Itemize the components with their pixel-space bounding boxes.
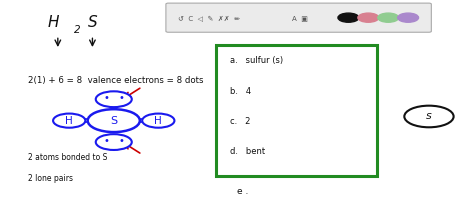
Text: ↺  C  ◁  ✎  ✗✗  ✏: ↺ C ◁ ✎ ✗✗ ✏ <box>178 15 240 21</box>
Text: c.   2: c. 2 <box>230 117 250 126</box>
Circle shape <box>338 13 359 22</box>
Text: 2(1) + 6 = 8  valence electrons = 8 dots: 2(1) + 6 = 8 valence electrons = 8 dots <box>28 76 204 85</box>
Circle shape <box>53 114 85 128</box>
Text: •: • <box>118 136 124 146</box>
FancyBboxPatch shape <box>216 45 377 176</box>
Text: 2 lone pairs: 2 lone pairs <box>28 174 73 183</box>
Text: A  ▣: A ▣ <box>292 15 307 21</box>
Text: b.   4: b. 4 <box>230 87 251 95</box>
Text: •: • <box>103 136 109 146</box>
Circle shape <box>96 91 132 107</box>
Circle shape <box>398 13 419 22</box>
Text: H: H <box>47 15 59 30</box>
Text: a.   sulfur (s): a. sulfur (s) <box>230 56 283 65</box>
Circle shape <box>142 114 174 128</box>
Circle shape <box>378 13 399 22</box>
Text: •: • <box>103 93 109 103</box>
Text: s: s <box>426 111 432 121</box>
Text: H: H <box>155 116 162 126</box>
Text: H: H <box>65 116 73 126</box>
Text: d.   bent: d. bent <box>230 147 265 156</box>
FancyBboxPatch shape <box>166 3 431 32</box>
Circle shape <box>88 109 140 132</box>
Circle shape <box>358 13 379 22</box>
Text: S: S <box>110 116 118 126</box>
Text: 2 atoms bonded to S: 2 atoms bonded to S <box>28 153 108 162</box>
Text: S: S <box>88 15 97 30</box>
Text: •: • <box>118 93 124 103</box>
Circle shape <box>96 134 132 150</box>
Text: e .: e . <box>237 187 248 196</box>
Text: 2: 2 <box>73 25 80 35</box>
